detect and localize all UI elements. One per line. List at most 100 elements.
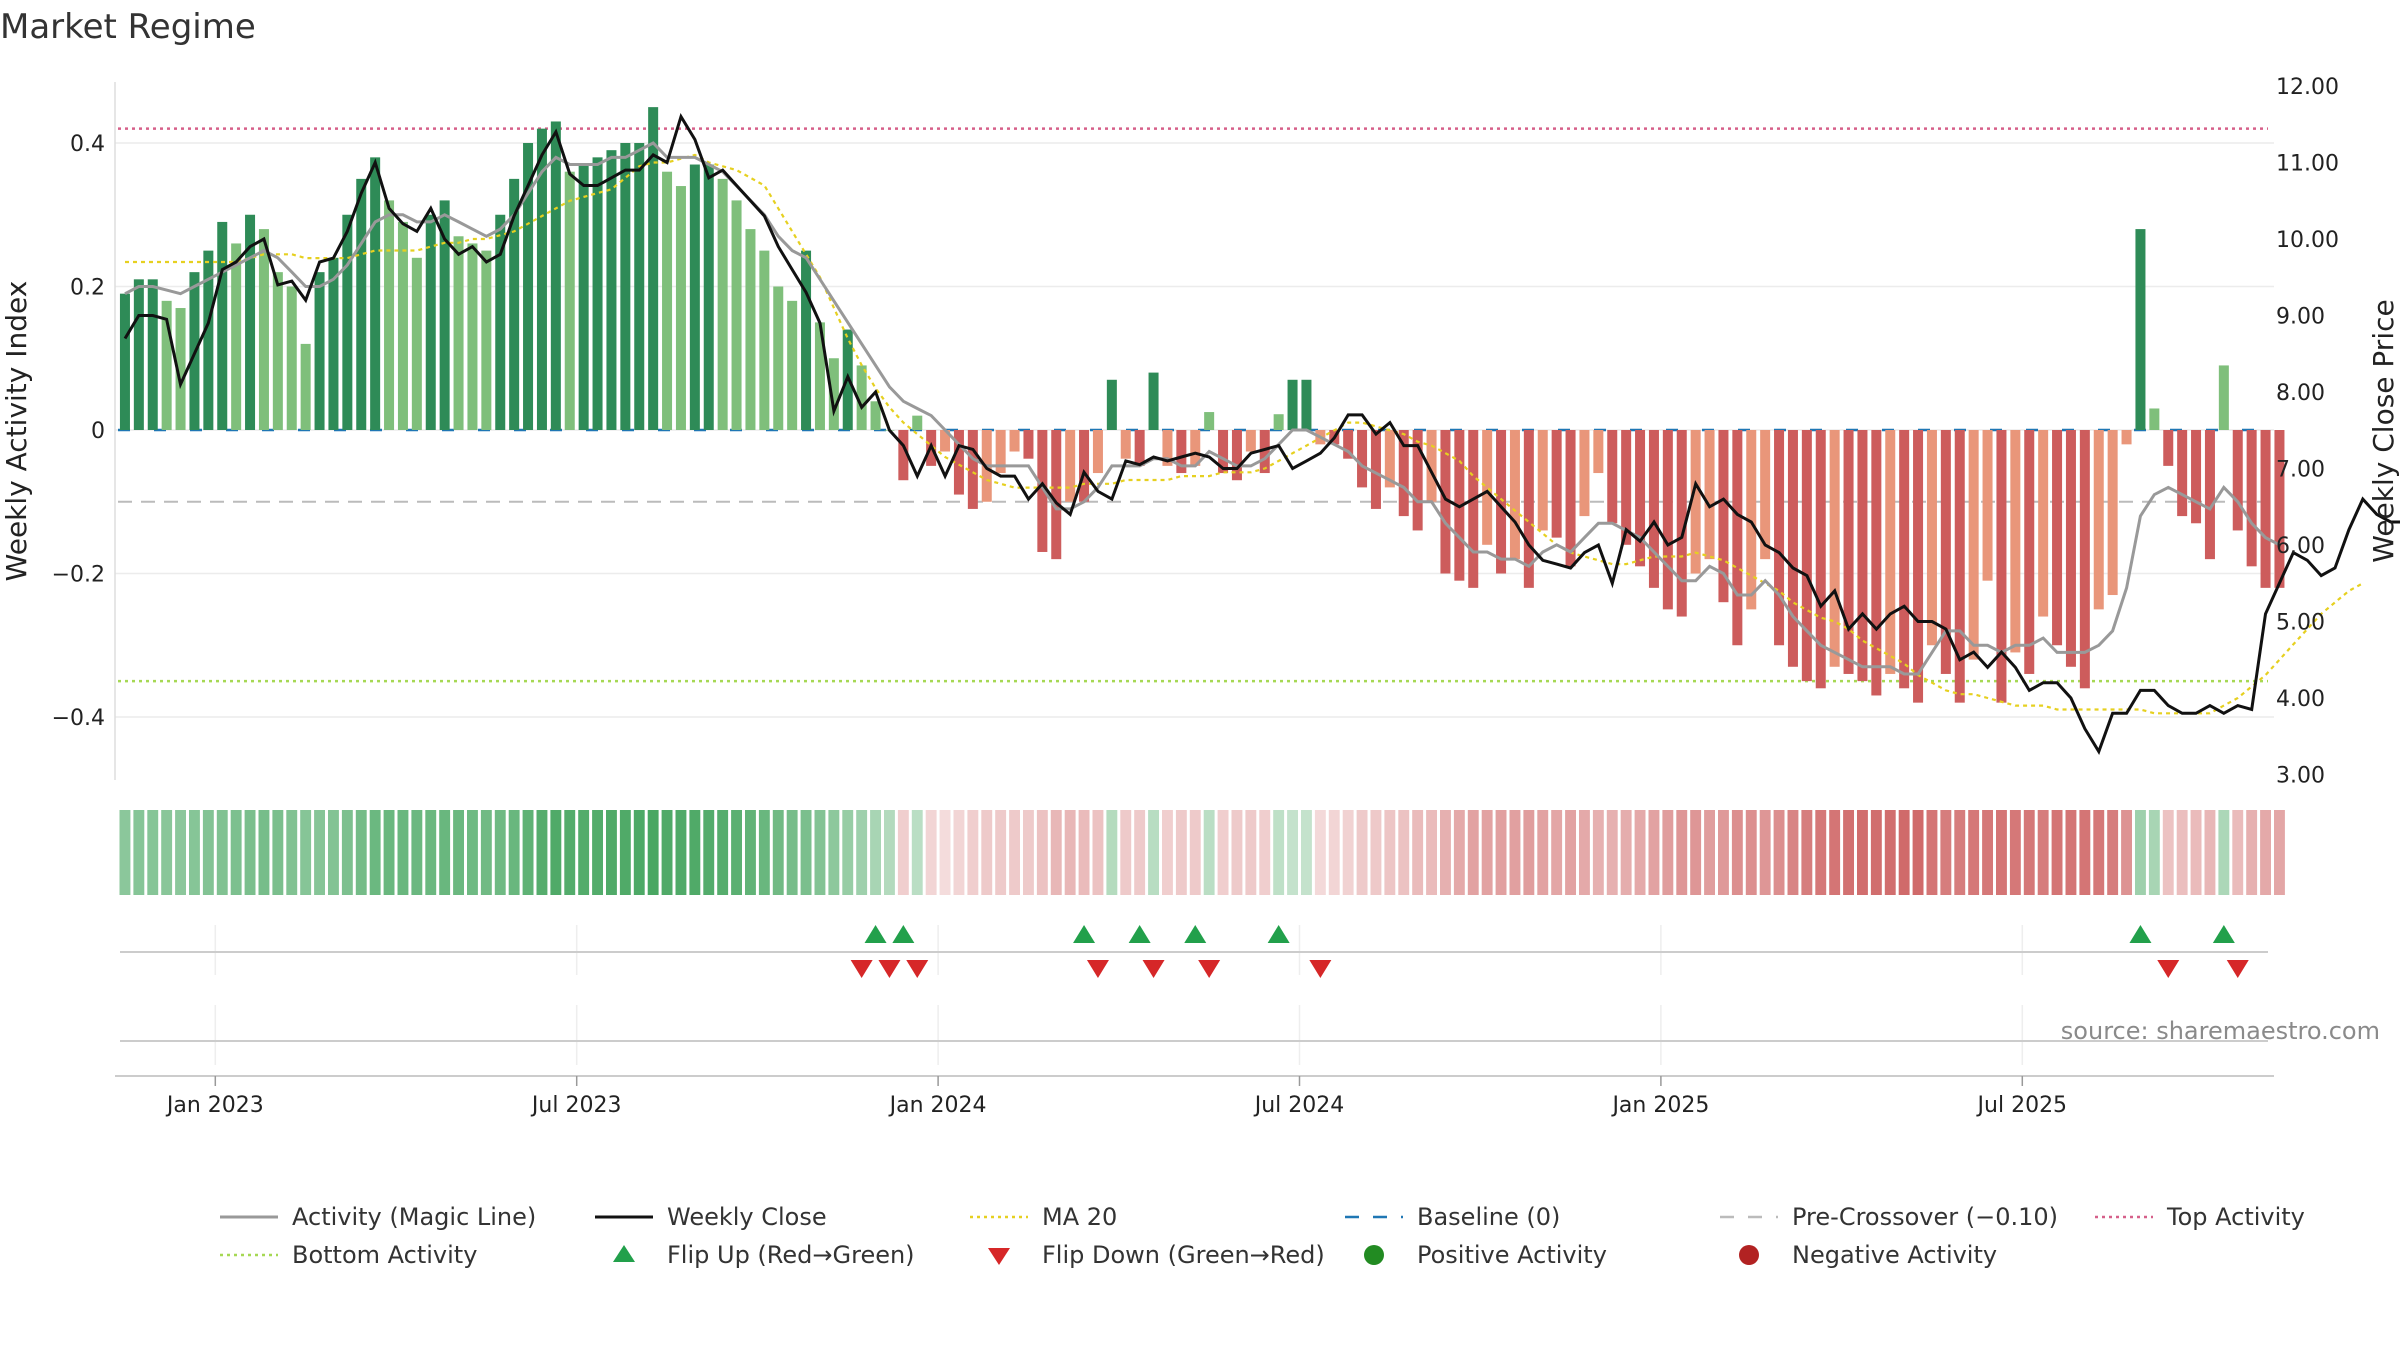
activity-bar: [1982, 430, 1993, 581]
legend-swatch: [613, 1245, 635, 1262]
activity-bar: [1370, 430, 1381, 509]
right-axis-title: Weekly Close Price: [2367, 299, 2400, 562]
regime-cell: [1662, 810, 1674, 895]
activity-bar: [2260, 430, 2271, 588]
regime-cell: [1551, 810, 1563, 895]
regime-cell: [1731, 810, 1743, 895]
activity-bar: [1593, 430, 1604, 474]
regime-cell: [884, 810, 895, 895]
activity-bar: [1468, 430, 1479, 588]
activity-bar: [745, 229, 756, 430]
regime-cell: [2023, 810, 2035, 895]
flip-up-marker: [1128, 925, 1151, 943]
regime-cell: [1370, 810, 1382, 895]
activity-bar: [662, 171, 673, 430]
magic-line: [124, 141, 2281, 676]
activity-bar: [1231, 430, 1242, 481]
legend-item: Weekly Close: [595, 1203, 827, 1231]
main-panel: 0.4 0.2 0 −0.2 −0.4 12.00 11.00 10.00 9.00 8.00 7…: [0, 75, 2400, 789]
right-tick-label: 6.00: [2276, 534, 2325, 559]
regime-cell: [1328, 810, 1340, 895]
activity-bar: [2052, 430, 2063, 646]
regime-cell: [1175, 810, 1187, 895]
regime-cell: [272, 810, 284, 895]
regime-cell: [1926, 810, 1938, 895]
regime-cell: [689, 810, 701, 895]
legend-label: Negative Activity: [1792, 1241, 1997, 1269]
regime-cell: [328, 810, 339, 895]
regime-cell: [1356, 810, 1368, 895]
regime-cell: [647, 810, 659, 895]
activity-bars: [119, 107, 2285, 703]
activity-bar: [773, 286, 784, 430]
activity-bar: [1134, 430, 1145, 466]
regime-cell: [161, 810, 173, 895]
activity-bar: [1635, 430, 1646, 567]
right-tick-label: 11.00: [2276, 152, 2339, 177]
flip-up-marker: [1073, 925, 1096, 943]
regime-cell: [1245, 810, 1257, 895]
regime-cell: [828, 810, 840, 895]
regime-cell: [800, 810, 812, 895]
activity-bar: [787, 300, 798, 430]
activity-bar: [1913, 430, 1924, 703]
activity-bar: [2191, 430, 2202, 524]
regime-cell: [1287, 810, 1298, 895]
regime-cell: [758, 810, 770, 895]
activity-bar: [731, 200, 742, 430]
activity-bar: [689, 164, 700, 430]
activity-bar: [1607, 430, 1618, 524]
regime-cell: [1870, 810, 1882, 895]
legend-item: Baseline (0): [1345, 1203, 1560, 1231]
activity-bar: [370, 157, 381, 430]
activity-bar: [495, 214, 506, 430]
regime-cell: [1203, 810, 1215, 895]
activity-bar: [1190, 430, 1201, 466]
regime-cell: [550, 810, 562, 895]
regime-cell: [2121, 810, 2132, 895]
activity-bar: [2024, 430, 2035, 674]
regime-cell: [911, 810, 923, 895]
activity-bar: [1718, 430, 1729, 603]
activity-bar: [1245, 430, 1256, 452]
activity-bar: [467, 243, 478, 430]
regime-cell: [1579, 810, 1590, 895]
right-axis-ticks: 12.00 11.00 10.00 9.00 8.00 7.00 6.00 5.00 4.00 3…: [2276, 75, 2339, 789]
regime-cell: [1912, 810, 1924, 895]
activity-bar: [1357, 430, 1368, 488]
regime-cell: [2176, 810, 2188, 895]
regime-cell: [1273, 810, 1285, 895]
x-tick-label: Jan 2023: [165, 1093, 264, 1118]
regime-cell: [2135, 810, 2146, 895]
regime-cell: [1787, 810, 1799, 895]
regime-cell: [1314, 810, 1326, 895]
activity-bar: [814, 322, 825, 430]
flip-up-marker: [864, 925, 887, 943]
flip-down-marker: [850, 960, 873, 978]
regime-cell: [1704, 810, 1715, 895]
regime-cell: [1857, 810, 1868, 895]
activity-bar: [759, 250, 770, 430]
activity-bar: [1704, 430, 1715, 560]
regime-cell: [1009, 810, 1020, 895]
legend-item: MA 20: [970, 1203, 1117, 1231]
regime-cell: [2190, 810, 2202, 895]
activity-bar: [995, 430, 1006, 474]
regime-cell: [383, 810, 395, 895]
regime-cell: [411, 810, 423, 895]
activity-bar: [1746, 430, 1757, 610]
activity-bar: [1662, 430, 1673, 610]
activity-bar: [1079, 430, 1090, 502]
activity-bar: [2065, 430, 2076, 667]
activity-bar: [2163, 430, 2174, 466]
regime-cell: [772, 810, 784, 895]
regime-cell: [2065, 810, 2077, 895]
activity-bar: [1259, 430, 1270, 474]
activity-bar: [1926, 430, 1937, 646]
regime-cell: [1509, 810, 1521, 895]
regime-cell: [1801, 810, 1813, 895]
activity-bar: [1676, 430, 1687, 617]
activity-bar: [453, 236, 464, 430]
activity-bar: [2121, 430, 2132, 445]
activity-bar: [133, 279, 144, 430]
